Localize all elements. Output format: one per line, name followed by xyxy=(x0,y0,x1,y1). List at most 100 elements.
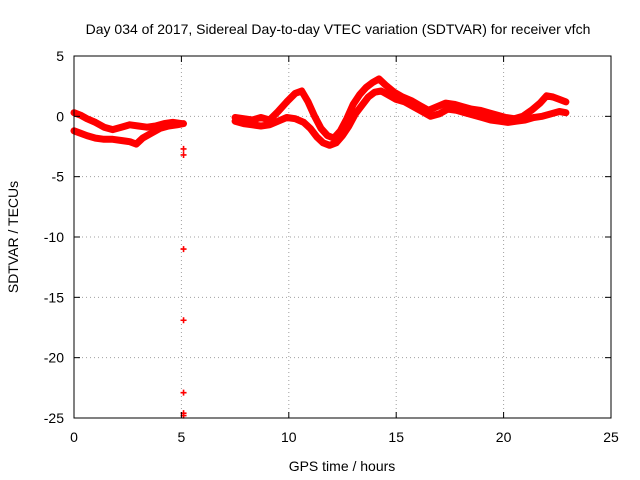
data-point xyxy=(459,103,466,110)
data-point xyxy=(444,106,451,113)
y-tick-label: -5 xyxy=(52,169,65,185)
data-point xyxy=(144,124,151,131)
data-point xyxy=(180,145,187,152)
data-point xyxy=(324,132,331,139)
data-point xyxy=(83,115,90,122)
data-point xyxy=(393,96,400,103)
data-point xyxy=(152,122,159,129)
data-point xyxy=(337,127,344,134)
data-point xyxy=(118,137,125,144)
chart-title: Day 034 of 2017, Sidereal Day-to-day VTE… xyxy=(86,21,591,37)
data-point xyxy=(356,91,363,98)
series-band xyxy=(231,75,570,142)
data-point xyxy=(320,139,327,146)
data-point xyxy=(77,130,84,137)
data-point xyxy=(425,107,432,114)
data-point xyxy=(307,125,314,132)
data-point xyxy=(283,114,290,121)
x-tick-label: 15 xyxy=(388,429,404,445)
data-point xyxy=(169,119,176,126)
data-point xyxy=(371,89,378,96)
data-point xyxy=(476,107,483,114)
data-point xyxy=(434,103,441,110)
data-point xyxy=(550,94,557,101)
data-point xyxy=(257,122,264,129)
series-afternoon-upper xyxy=(231,75,570,142)
data-point xyxy=(511,115,518,122)
series-outliers-5h xyxy=(180,145,187,419)
y-tick-label: 5 xyxy=(56,48,64,64)
data-point xyxy=(249,116,256,123)
data-point xyxy=(180,317,187,324)
data-point xyxy=(352,110,359,117)
y-tick-label: 0 xyxy=(56,108,64,124)
data-point xyxy=(436,110,443,117)
data-point xyxy=(537,100,544,107)
data-point xyxy=(528,107,535,114)
data-point xyxy=(92,119,99,126)
x-tick-label: 20 xyxy=(496,429,512,445)
x-tick-label: 25 xyxy=(603,429,619,445)
data-point xyxy=(494,112,501,119)
x-axis-label: GPS time / hours xyxy=(289,458,396,474)
data-point xyxy=(275,108,282,115)
data-point xyxy=(326,142,333,149)
data-point xyxy=(343,115,350,122)
data-point xyxy=(161,120,168,127)
data-point xyxy=(311,113,318,120)
data-point xyxy=(350,101,357,108)
x-tick-label: 5 xyxy=(178,429,186,445)
data-point xyxy=(77,112,84,119)
data-point xyxy=(363,84,370,91)
data-point xyxy=(487,116,494,123)
y-axis-label: SDTVAR / TECUs xyxy=(5,181,21,293)
data-point xyxy=(416,102,423,109)
data-point xyxy=(118,124,125,131)
data-point xyxy=(275,118,282,125)
data-point xyxy=(180,389,187,396)
data-point xyxy=(479,114,486,121)
data-point xyxy=(298,87,305,94)
data-point xyxy=(547,110,554,117)
data-point xyxy=(126,121,133,128)
data-point xyxy=(556,108,563,115)
data-points xyxy=(70,75,570,419)
data-point xyxy=(92,135,99,142)
data-point xyxy=(318,125,325,132)
data-point xyxy=(519,113,526,120)
data-point xyxy=(133,141,140,148)
y-tick-label: -25 xyxy=(44,410,64,426)
x-tick-label: 10 xyxy=(281,429,297,445)
data-point xyxy=(382,81,389,88)
data-point xyxy=(562,109,569,116)
data-point xyxy=(530,114,537,121)
data-point xyxy=(330,135,337,142)
data-point xyxy=(266,116,273,123)
data-point xyxy=(369,79,376,86)
data-point xyxy=(83,132,90,139)
data-point xyxy=(408,97,415,104)
data-point xyxy=(442,100,449,107)
data-point xyxy=(376,75,383,82)
data-point xyxy=(257,114,264,121)
data-point xyxy=(135,122,142,129)
data-point xyxy=(378,87,385,94)
data-point xyxy=(292,115,299,122)
data-point xyxy=(109,136,116,143)
data-point xyxy=(391,89,398,96)
data-point xyxy=(502,114,509,121)
data-point xyxy=(384,91,391,98)
axis-ticks: 0 5 10 15 20 25 5 0 -5 -10 -15 -20 -25 xyxy=(44,48,619,445)
data-point xyxy=(365,94,372,101)
data-point xyxy=(139,135,146,142)
data-point xyxy=(468,106,475,113)
data-point xyxy=(543,92,550,99)
data-point xyxy=(283,98,290,105)
data-point xyxy=(305,98,312,105)
data-point xyxy=(358,102,365,109)
data-point xyxy=(451,101,458,108)
data-point xyxy=(470,112,477,119)
data-point xyxy=(292,90,299,97)
data-point xyxy=(148,130,155,137)
data-point xyxy=(313,133,320,140)
